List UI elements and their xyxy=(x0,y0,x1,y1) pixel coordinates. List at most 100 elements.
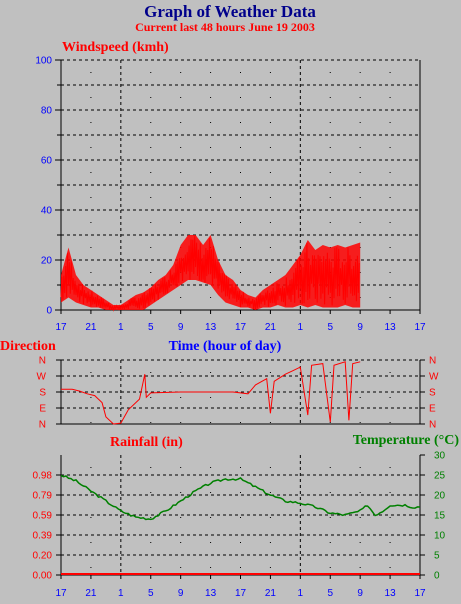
temperature-series-line xyxy=(60,474,421,521)
windspeed-x-tick-label: 13 xyxy=(205,322,217,333)
windspeed-grid-dot xyxy=(269,122,271,123)
rain-temp-grid-dot xyxy=(210,492,212,493)
windspeed-grid-dot xyxy=(180,122,182,123)
direction-grid-dot xyxy=(329,372,331,373)
direction-grid-dot xyxy=(269,397,271,398)
windspeed-grid-dot xyxy=(180,72,182,73)
windspeed-grid-dot xyxy=(359,72,361,73)
windspeed-title: Windspeed (kmh) xyxy=(62,40,169,55)
windspeed-grid-dot xyxy=(210,197,212,198)
direction-grid-dot xyxy=(150,422,152,423)
windspeed-grid-dot xyxy=(150,147,152,148)
windspeed-grid-dot xyxy=(359,222,361,223)
windspeed-grid-dot xyxy=(90,197,92,198)
temperature-right-label: 0 xyxy=(434,571,440,582)
windspeed-grid-dot xyxy=(269,97,271,98)
windspeed-grid-dot xyxy=(90,172,92,173)
rainfall-left-label: 0.20 xyxy=(33,551,53,562)
direction-left-label: E xyxy=(39,404,46,415)
windspeed-grid-dot xyxy=(329,172,331,173)
rain-temp-x-tick-label: 1 xyxy=(118,588,124,599)
windspeed-grid-dot xyxy=(269,272,271,273)
rain-temp-grid-dot xyxy=(150,542,152,543)
windspeed-grid-dot xyxy=(180,147,182,148)
windspeed-grid-dot xyxy=(389,222,391,223)
windspeed-grid-dot xyxy=(210,122,212,123)
direction-left-label: N xyxy=(39,420,46,431)
rain-temp-x-tick-label: 13 xyxy=(385,588,397,599)
windspeed-grid-dot xyxy=(359,197,361,198)
chart-subtitle: Current last 48 hours June 19 2003 xyxy=(135,20,315,34)
rain-temp-grid-dot xyxy=(329,492,331,493)
windspeed-grid-dot xyxy=(269,222,271,223)
windspeed-grid-dot xyxy=(90,247,92,248)
windspeed-grid-dot xyxy=(240,197,241,198)
rain-temp-grid-dot xyxy=(90,492,92,493)
direction-grid-dot xyxy=(389,372,391,373)
windspeed-grid-dot xyxy=(90,272,92,273)
windspeed-grid-dot xyxy=(150,247,152,248)
direction-grid-dot xyxy=(180,422,182,423)
direction-grid-dot xyxy=(389,397,391,398)
direction-grid-dot xyxy=(269,372,271,373)
windspeed-grid-dot xyxy=(90,222,92,223)
rainfall-left-label: 0.39 xyxy=(33,531,53,542)
windspeed-grid-dot xyxy=(150,197,152,198)
direction-left-label: N xyxy=(39,356,46,367)
rain-temp-grid-dot xyxy=(269,467,271,468)
windspeed-grid-dot xyxy=(150,97,152,98)
rain-temp-grid-dot xyxy=(210,542,212,543)
windspeed-grid-dot xyxy=(240,272,241,273)
windspeed-y-tick-label: 80 xyxy=(41,106,53,117)
temperature-title: Temperature (°C) xyxy=(353,433,460,448)
rain-temp-x-tick-label: 21 xyxy=(265,588,277,599)
chart-title: Graph of Weather Data xyxy=(144,2,316,21)
windspeed-grid-dot xyxy=(240,222,241,223)
windspeed-grid-dot xyxy=(180,222,182,223)
direction-left-label: W xyxy=(37,372,47,383)
rain-temp-grid-dot xyxy=(329,542,331,543)
direction-title: Direction xyxy=(0,339,56,354)
windspeed-x-tick-label: 21 xyxy=(265,322,277,333)
windspeed-y-tick-label: 20 xyxy=(41,256,53,267)
windspeed-x-tick-label: 17 xyxy=(55,322,67,333)
windspeed-x-tick-label: 13 xyxy=(385,322,397,333)
temperature-right-label: 10 xyxy=(434,531,446,542)
windspeed-grid-dot xyxy=(150,72,152,73)
windspeed-y-tick-label: 0 xyxy=(46,306,52,317)
windspeed-grid-dot xyxy=(359,172,361,173)
temperature-right-label: 5 xyxy=(434,551,440,562)
windspeed-grid-dot xyxy=(389,172,391,173)
rain-temp-grid-dot xyxy=(269,567,271,568)
windspeed-grid-dot xyxy=(269,147,271,148)
direction-right-label: S xyxy=(429,388,436,399)
rain-temp-grid-dot xyxy=(90,467,92,468)
rain-temp-grid-dot xyxy=(150,517,152,518)
windspeed-grid-dot xyxy=(329,97,331,98)
direction-panel: N NE ES SW WN N xyxy=(37,356,439,431)
direction-grid-dot xyxy=(210,422,212,423)
direction-right-label: W xyxy=(429,372,439,383)
windspeed-grid-dot xyxy=(329,72,331,73)
windspeed-x-tick-label: 9 xyxy=(178,322,184,333)
rain-temp-grid-dot xyxy=(240,517,241,518)
rain-temp-x-tick-label: 9 xyxy=(357,588,363,599)
windspeed-grid-dot xyxy=(210,172,212,173)
direction-right-label: N xyxy=(429,420,436,431)
windspeed-x-tick-label: 17 xyxy=(235,322,247,333)
direction-grid-dot xyxy=(210,372,212,373)
windspeed-grid-dot xyxy=(389,122,391,123)
windspeed-grid-dot xyxy=(359,122,361,123)
rain-temp-grid-dot xyxy=(240,542,241,543)
time-axis-label: Time (hour of day) xyxy=(169,339,282,354)
windspeed-grid-dot xyxy=(389,272,391,273)
direction-grid-dot xyxy=(359,372,361,373)
rain-temp-grid-dot xyxy=(180,492,182,493)
windspeed-grid-dot xyxy=(269,72,271,73)
rainfall-left-label: 0.59 xyxy=(33,511,53,522)
windspeed-grid-dot xyxy=(359,97,361,98)
windspeed-x-tick-label: 1 xyxy=(298,322,304,333)
windspeed-grid-dot xyxy=(269,247,271,248)
rain-temp-x-tick-label: 17 xyxy=(55,588,67,599)
